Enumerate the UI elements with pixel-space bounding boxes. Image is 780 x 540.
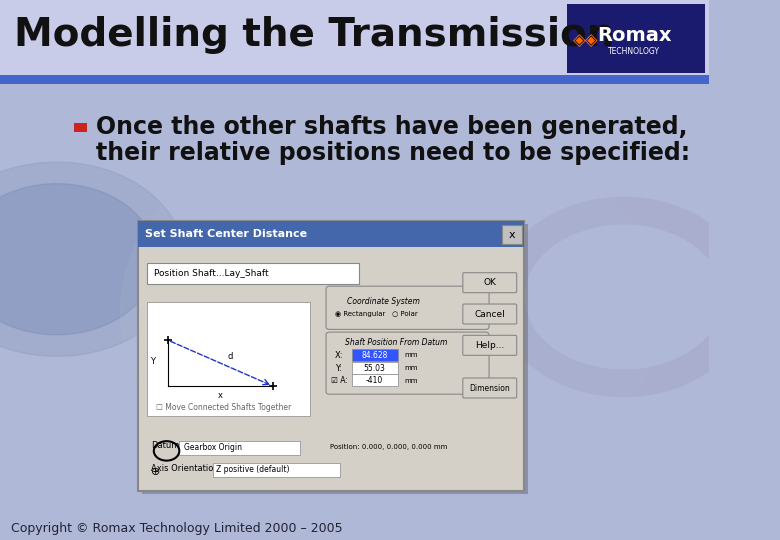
Text: Position: 0.000, 0.000, 0.000 mm: Position: 0.000, 0.000, 0.000 mm: [330, 444, 447, 450]
Text: Y: Y: [151, 357, 155, 366]
FancyBboxPatch shape: [326, 332, 489, 394]
Text: Cancel: Cancel: [474, 310, 505, 319]
Text: ◉ Rectangular   ○ Polar: ◉ Rectangular ○ Polar: [335, 311, 418, 318]
Bar: [142, 224, 528, 494]
Bar: [353, 362, 399, 374]
Text: mm: mm: [404, 377, 417, 384]
Circle shape: [0, 162, 184, 356]
FancyBboxPatch shape: [463, 378, 516, 398]
Bar: [179, 441, 300, 455]
Text: Position Shaft...Lay_Shaft: Position Shaft...Lay_Shaft: [154, 269, 268, 278]
Text: Coordinate System: Coordinate System: [347, 297, 420, 306]
Text: their relative positions need to be specified:: their relative positions need to be spec…: [96, 141, 690, 165]
FancyBboxPatch shape: [463, 273, 516, 293]
Bar: [213, 463, 340, 477]
Text: Set Shaft Center Distance: Set Shaft Center Distance: [145, 230, 307, 239]
Text: OK: OK: [484, 279, 496, 287]
Text: x: x: [218, 392, 223, 400]
Text: ◈◈: ◈◈: [573, 31, 599, 50]
Text: ⊕: ⊕: [151, 467, 161, 477]
FancyBboxPatch shape: [326, 286, 489, 329]
Text: Axis Orientation:: Axis Orientation:: [151, 464, 222, 473]
Bar: [138, 221, 524, 247]
Text: Copyright © Romax Technology Limited 2000 – 2005: Copyright © Romax Technology Limited 200…: [11, 522, 342, 535]
Text: mm: mm: [404, 352, 417, 359]
Text: Datum:: Datum:: [151, 441, 182, 450]
Text: d: d: [228, 352, 233, 361]
Text: TECHNOLOGY: TECHNOLOGY: [608, 47, 661, 56]
Bar: [353, 349, 399, 361]
Text: Gearbox Origin: Gearbox Origin: [184, 443, 243, 451]
Circle shape: [120, 108, 659, 518]
Bar: [74, 123, 87, 132]
Text: Modelling the Transmission: Modelling the Transmission: [14, 16, 615, 54]
Text: Help...: Help...: [475, 341, 505, 350]
Text: 84.628: 84.628: [361, 351, 388, 360]
FancyBboxPatch shape: [463, 335, 516, 355]
Text: x: x: [509, 230, 515, 240]
Text: 55.03: 55.03: [363, 364, 385, 373]
Bar: [147, 263, 359, 284]
Text: Shaft Position From Datum: Shaft Position From Datum: [346, 339, 448, 347]
Text: Y:: Y:: [335, 364, 342, 373]
Text: -410: -410: [366, 376, 383, 385]
Bar: [567, 4, 705, 73]
Text: Dimension: Dimension: [470, 384, 510, 393]
Text: ☐ Move Connected Shafts Together: ☐ Move Connected Shafts Together: [156, 403, 291, 412]
Bar: [0, 75, 709, 84]
Text: ☑ A:: ☑ A:: [331, 376, 348, 385]
Text: Once the other shafts have been generated,: Once the other shafts have been generate…: [96, 116, 687, 139]
Text: Z positive (default): Z positive (default): [216, 465, 289, 474]
Circle shape: [0, 184, 156, 335]
FancyBboxPatch shape: [463, 304, 516, 324]
Bar: [502, 225, 522, 244]
Text: X:: X:: [335, 351, 344, 360]
Text: Romax: Romax: [597, 25, 672, 45]
Bar: [138, 221, 524, 491]
Bar: [0, 0, 709, 78]
Bar: [353, 374, 399, 386]
Text: mm: mm: [404, 365, 417, 372]
Bar: [147, 302, 310, 416]
